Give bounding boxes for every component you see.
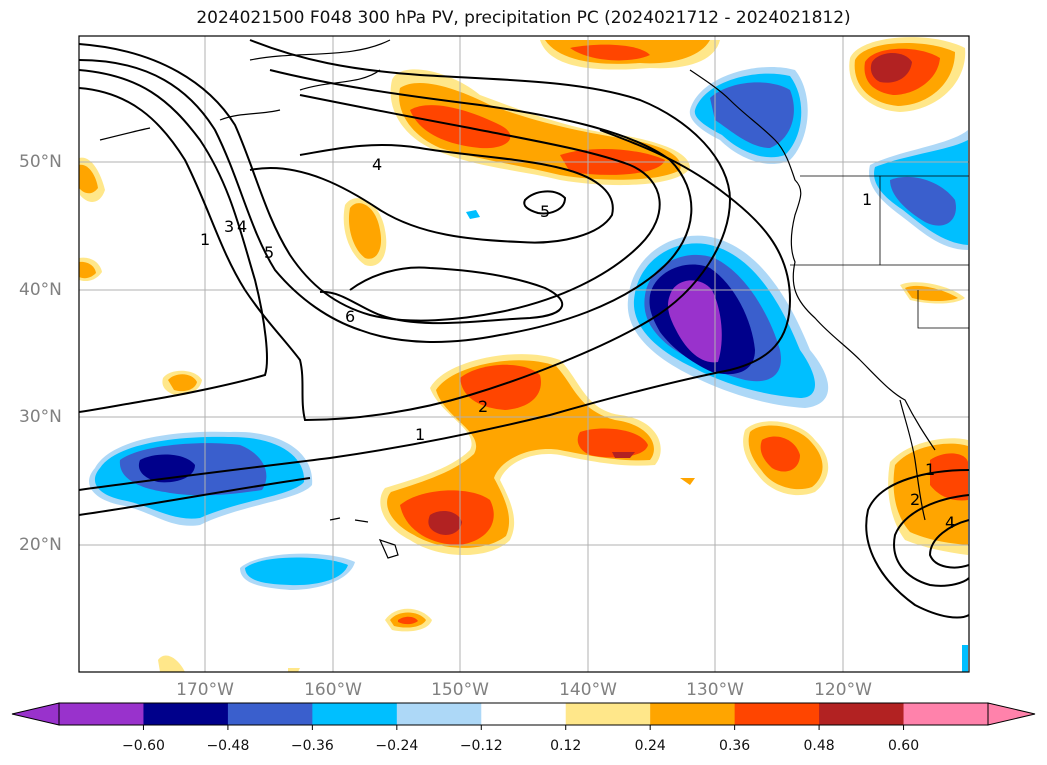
pv-label: 1	[415, 425, 425, 444]
lat-label-30n: 30°N	[19, 407, 62, 427]
colorbar	[11, 702, 1036, 730]
coastlines	[99, 39, 936, 559]
colorbar-cell	[396, 703, 482, 725]
colorbar-cell	[143, 703, 229, 725]
pv-contours	[79, 39, 969, 619]
colorbar-tick-label: 0.60	[887, 738, 920, 754]
pv-label: 3	[224, 217, 234, 236]
pv-label: 5	[540, 202, 550, 221]
colorbar-tick-label: −0.24	[375, 738, 419, 754]
pv-label: 2	[910, 490, 920, 509]
lon-label-130w: 130°W	[686, 680, 744, 700]
colorbar-tick-label: −0.48	[206, 738, 250, 754]
page-title: 2024021500 F048 300 hPa PV, precipitatio…	[196, 8, 851, 28]
colorbar-cell	[650, 703, 736, 725]
lon-label-170w: 170°W	[176, 680, 234, 700]
colorbar-tick-label: 0.48	[803, 738, 835, 754]
pv-label: 4	[372, 155, 382, 174]
precipitation-shading	[79, 37, 968, 672]
pv-label: 5	[264, 243, 274, 262]
borders	[790, 175, 969, 329]
colorbar-cell	[903, 703, 989, 725]
colorbar-cell	[312, 703, 398, 725]
colorbar-cell	[734, 703, 820, 725]
pv-contour-labels: 1 3 4 5 6 4 5 2 1 1 1 2 4	[200, 155, 955, 532]
colorbar-tick-label: 0.36	[719, 738, 751, 754]
colorbar-min-extension	[11, 702, 60, 726]
pv-label: 4	[945, 513, 955, 532]
map-frame	[78, 35, 970, 673]
colorbar-max-extension	[987, 702, 1036, 726]
colorbar-tick-label: −0.60	[122, 738, 165, 754]
pv-label: 1	[200, 230, 210, 249]
lon-label-140w: 140°W	[559, 680, 617, 700]
colorbar-cell	[59, 703, 144, 725]
pv-label: 1	[925, 460, 935, 479]
pv-label: 1	[862, 190, 872, 209]
lon-label-160w: 160°W	[304, 680, 362, 700]
colorbar-cell	[565, 703, 651, 725]
lat-label-50n: 50°N	[19, 152, 62, 172]
colorbar-cell	[481, 703, 567, 725]
colorbar-tick-label: 0.12	[550, 738, 582, 754]
lat-label-40n: 40°N	[19, 280, 62, 300]
colorbar-cell	[227, 703, 313, 725]
colorbar-tick-label: 0.24	[634, 738, 666, 754]
lon-label-150w: 150°W	[431, 680, 489, 700]
pv-label: 2	[478, 397, 488, 416]
pv-label: 6	[345, 307, 355, 326]
colorbar-tick-label: −0.36	[290, 738, 334, 754]
pv-label: 4	[237, 217, 247, 236]
colorbar-tick-label: −0.12	[459, 738, 503, 754]
lon-label-120w: 120°W	[814, 680, 872, 700]
lat-label-20n: 20°N	[19, 535, 62, 555]
colorbar-cell	[819, 703, 905, 725]
